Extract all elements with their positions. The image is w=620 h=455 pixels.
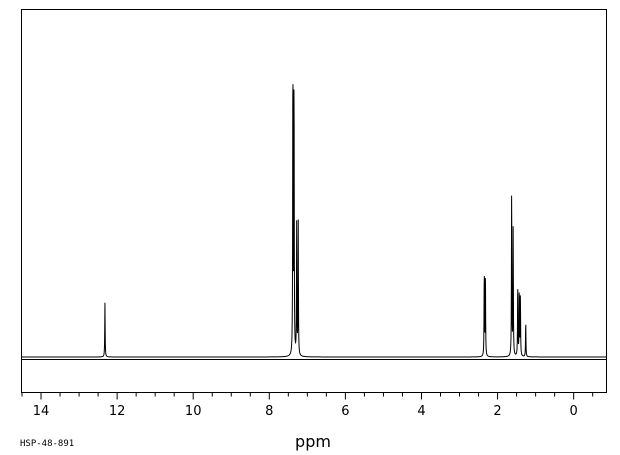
x-tick-label: 2 (493, 404, 501, 419)
x-axis-ticks (21, 392, 594, 400)
sample-code-label: HSP-48-891 (20, 439, 74, 449)
x-axis-tick-labels: 14 12 10 8 6 4 2 0 (33, 404, 578, 419)
x-tick-label: 4 (417, 404, 425, 419)
plot-frame (21, 9, 607, 393)
x-axis-label: ppm (295, 432, 331, 451)
x-tick-label: 0 (570, 404, 578, 419)
x-tick-label: 12 (109, 404, 126, 419)
x-tick-label: 8 (265, 404, 273, 419)
x-tick-label: 6 (341, 404, 349, 419)
spectrum-line (22, 84, 606, 358)
x-tick-label: 14 (33, 404, 50, 419)
x-tick-label: 10 (185, 404, 202, 419)
